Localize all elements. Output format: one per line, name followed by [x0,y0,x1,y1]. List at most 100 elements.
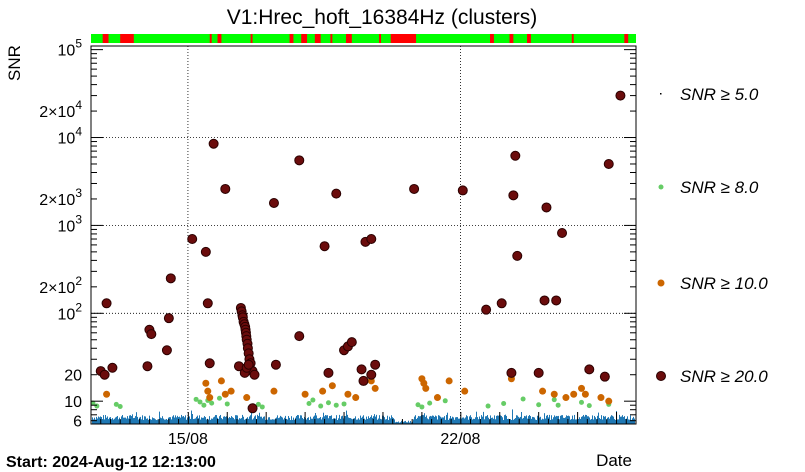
data-point [161,345,172,356]
y-axis-label: SNR [5,45,24,81]
snr5-point [276,417,277,424]
snr5-point [440,416,441,424]
data-point [328,382,336,390]
snr5-point [497,415,498,424]
snr5-point [309,420,310,424]
snr5-point [452,416,453,424]
snr5-point [260,416,261,424]
data-point [457,185,468,196]
snr5-point [274,419,275,424]
data-point [103,390,111,398]
snr5-point [535,419,536,424]
snr5-point [568,415,569,424]
snr5-point [187,417,188,424]
snr5-point [232,417,233,424]
snr5-point [316,415,317,424]
grid [91,46,636,424]
snr5-point [341,416,342,424]
snr5-point [361,417,362,424]
dq-red-segment [102,34,109,43]
snr5-point [133,418,134,424]
snr5-point [265,419,266,424]
snr5-point [564,418,565,424]
snr5-point [278,418,279,424]
snr5-point [377,419,378,424]
legend-label: SNR ≥ 8.0 [680,178,759,197]
snr5-point [543,419,544,424]
snr5-point [523,417,524,424]
data-point [270,387,278,395]
y-axis: 6 10 20 102 2×102 103 2×103 104 2×104 105 [39,37,636,431]
snr5-point [537,415,538,424]
snr5-point [625,418,626,424]
data-point [243,394,251,402]
data-point [217,377,225,385]
snr5-point [113,419,114,424]
snr5-point [206,419,207,424]
data-point [331,188,342,199]
snr5-point [254,416,255,424]
snr5-point [229,416,230,424]
snr5-point [301,415,302,424]
data-point [270,359,281,370]
snr5-point [273,419,274,424]
data-point [358,375,369,386]
snr5-point [575,419,576,424]
snr5-point [205,417,206,424]
snr5-point [366,416,367,424]
snr5-point [505,414,506,424]
y-tick-label: 104 [58,125,83,148]
snr5-point [487,415,488,424]
snr5-point [219,416,220,424]
snr5-point [313,416,314,424]
snr5-point [259,412,260,424]
data-point [99,369,110,380]
snr5-point [280,415,281,424]
data-point [319,241,330,252]
data-point [224,401,230,407]
snr5-point [541,419,542,424]
snr5-point [247,417,248,424]
legend: SNR ≥ 5.0 SNR ≥ 8.0 SNR ≥ 10.0 SNR ≥ 20.0 [656,85,768,386]
snr5-point [172,416,173,424]
legend-label: SNR ≥ 20.0 [680,367,768,386]
snr5-point [360,415,361,424]
snr5-point [315,412,316,424]
snr5-point [268,417,269,424]
dq-red-segment [379,34,382,43]
snr5-point [469,416,470,424]
data-point [508,190,519,201]
snr5-point [584,416,585,424]
snr5-point [418,415,419,424]
snr5-point [224,416,225,424]
snr5-point [243,416,244,424]
snr5-point [298,415,299,424]
snr5-point [255,415,256,424]
snr5-point [128,418,129,424]
snr5-point [238,419,239,424]
snr5-point [306,419,307,424]
snr5-point [540,416,541,424]
snr5-point [179,416,180,424]
snr5-point [164,419,165,424]
snr5-point [453,417,454,424]
data-point [227,387,235,395]
snr5-point [595,417,596,424]
snr5-point [146,418,147,424]
snr5-point [365,419,366,424]
snr5-point [494,415,495,424]
snr5-point [347,414,348,424]
snr5-point [112,418,113,424]
data-point [597,394,605,402]
dq-red-segment [624,34,629,43]
snr5-point [517,415,518,424]
plot-area [91,46,636,424]
snr5-point [281,416,282,424]
snr5-point [223,416,224,424]
snr5-point [570,419,571,424]
snr5-point [339,414,340,424]
snr5-point [590,419,591,424]
data-point [301,390,309,398]
snr5-point [213,417,214,424]
snr5-point [358,418,359,424]
